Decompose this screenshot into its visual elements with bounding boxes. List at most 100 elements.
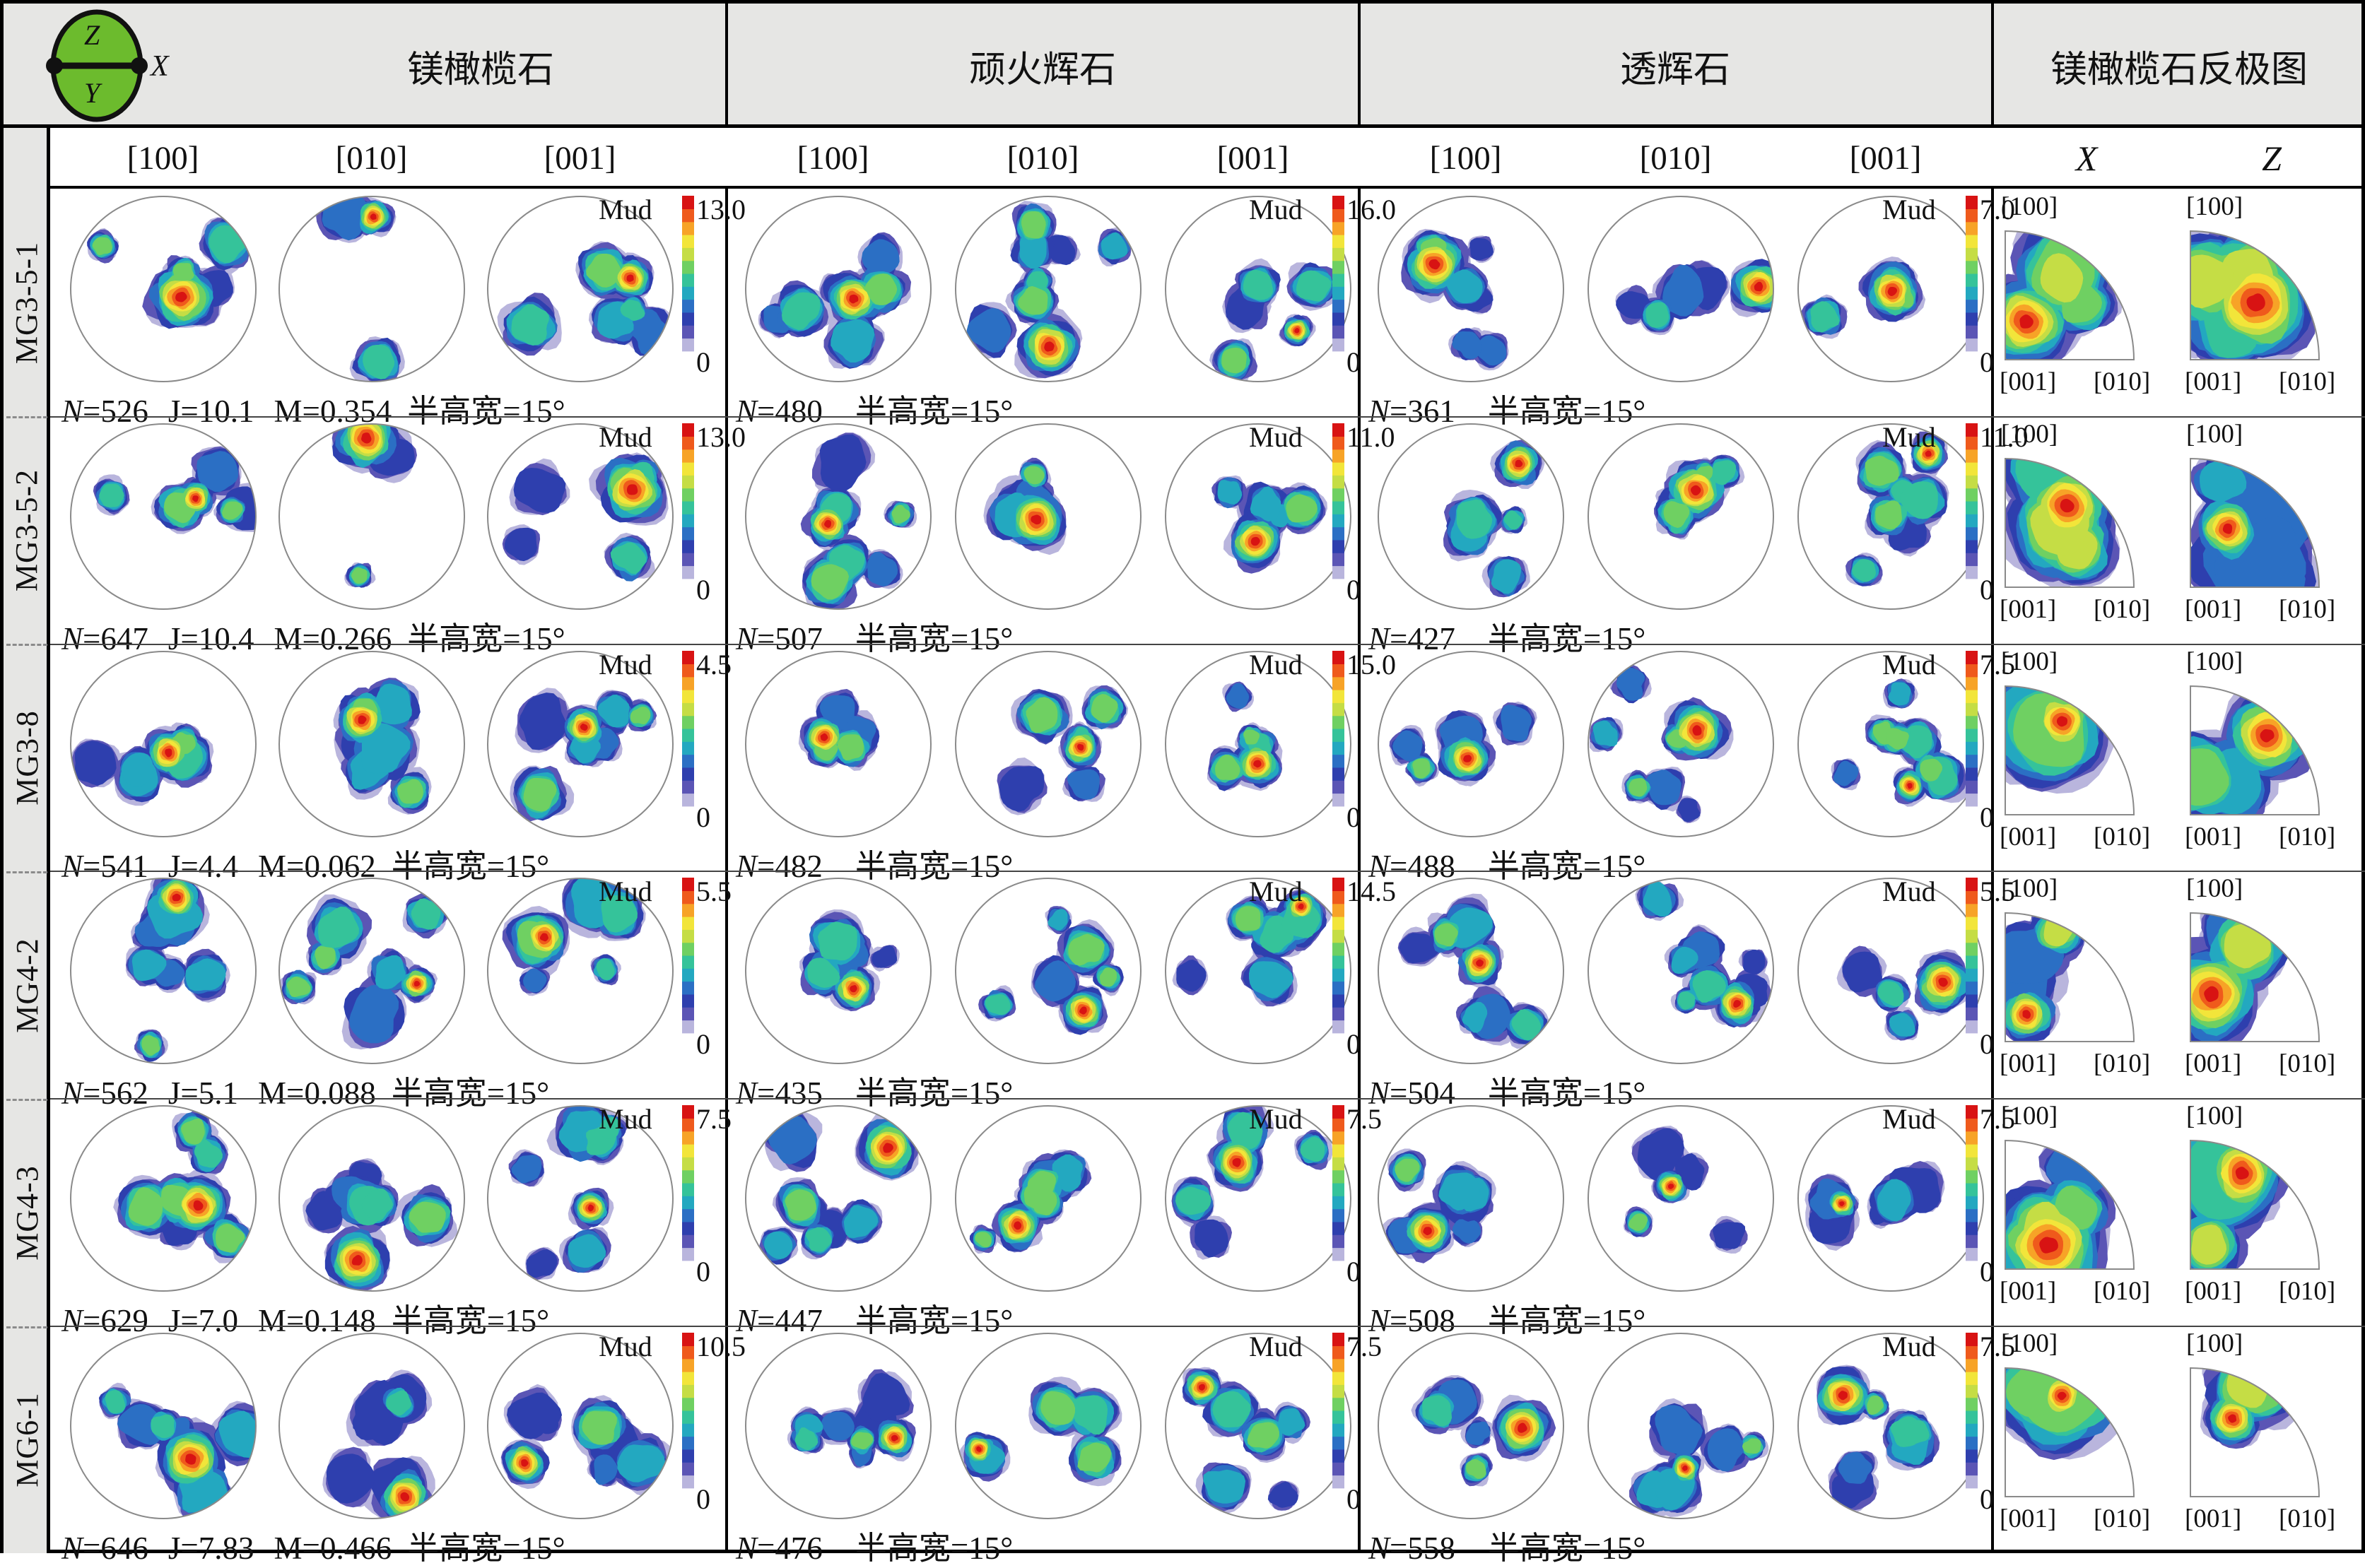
pole-figure-diopside-001-mg3-5-1 (1796, 194, 1985, 384)
colorbar-min-enstatite-mg6-1: 0 (1346, 1483, 1361, 1515)
pole-figure-enstatite-001-mg3-8 (1163, 649, 1353, 839)
col-header-enstatite-010: [010] (1007, 140, 1079, 177)
colorbar-forsterite-mg3-5-1 (682, 196, 694, 367)
pole-figure-forsterite-100-mg4-2 (69, 876, 258, 1066)
col-header-diopside-100: [100] (1429, 140, 1502, 177)
ipf-label-bottom-right-x-mg3-5-2: [010] (2094, 594, 2151, 624)
pole-figure-forsterite-001-mg6-1 (486, 1331, 675, 1521)
ipf-label-top-x-mg3-5-2: [100] (2001, 419, 2058, 449)
stat-m: M=0.466 (274, 1531, 392, 1566)
colorbar-max-forsterite-mg4-2: 5.5 (696, 876, 732, 908)
mud-label-forsterite-mg3-8: Mud (599, 648, 652, 680)
stat-n-value: =508 (1390, 1303, 1455, 1339)
mud-label-diopside-mg3-8: Mud (1882, 648, 1936, 680)
stat-j: J=5.1 (168, 1075, 239, 1112)
stats-forsterite-mg3-5-1: N=526 J=10.1 M=0.354 半高宽=15° (61, 385, 565, 431)
ipf-label-bottom-left-z-mg6-1: [001] (2185, 1504, 2242, 1533)
rail-divider-5 (6, 1326, 47, 1328)
col-header-enstatite-100: [100] (797, 140, 869, 177)
sample-label-rail: MG3-5-1 MG3-5-2 MG3-8 MG4-2 MG4-3 MG6-1 (4, 189, 50, 1553)
ipf-label-bottom-right-z-mg4-2: [010] (2279, 1049, 2336, 1079)
pole-figure-forsterite-100-mg3-8 (69, 649, 258, 839)
pole-figure-enstatite-100-mg3-8 (744, 649, 933, 839)
sample-geometry-icon: Z Y X (19, 8, 231, 124)
pole-figure-diopside-010-mg6-1 (1586, 1331, 1776, 1521)
stat-m: M=0.062 (258, 848, 376, 884)
sample-label-text: MG6-1 (9, 1392, 45, 1487)
colorbar-forsterite-mg6-1 (682, 1333, 694, 1504)
stat-fwhm: 半高宽=15° (1487, 848, 1646, 884)
colorbar-enstatite-mg3-8 (1332, 650, 1344, 823)
header-separator-3 (1991, 4, 1994, 128)
stat-n: N (1368, 620, 1390, 656)
stat-n-value: =447 (757, 1303, 823, 1339)
colorbar-max-enstatite-mg3-5-2: 11.0 (1346, 420, 1395, 453)
colorbar-enstatite-mg4-3 (1332, 1105, 1344, 1277)
stat-fwhm: 半高宽=15° (855, 1075, 1014, 1112)
stat-fwhm: 半高宽=15° (1487, 394, 1646, 429)
ipf-label-top-z-mg3-5-2: [100] (2186, 419, 2243, 449)
sample-label-text: MG3-5-1 (9, 241, 45, 364)
rail-divider-2 (6, 644, 47, 646)
stats-forsterite-mg3-8: N=541 J=4.4 M=0.062 半高宽=15° (61, 840, 549, 886)
pole-figure-enstatite-001-mg6-1 (1163, 1331, 1353, 1521)
sample-label-text: MG4-2 (9, 937, 45, 1033)
mud-label-diopside-mg3-5-1: Mud (1882, 194, 1936, 225)
sample-label-mg3-8: MG3-8 (4, 644, 50, 871)
pole-figure-diopside-001-mg3-5-2 (1796, 422, 1985, 611)
figure-header: Z Y X 镁橄榄石 顽火辉石 透辉石 镁橄榄石反极图 (4, 4, 2361, 128)
ipf-label-top-x-mg6-1: [100] (2001, 1329, 2058, 1358)
pole-figure-enstatite-001-mg4-2 (1163, 876, 1353, 1066)
ipf-label-top-z-mg3-8: [100] (2186, 647, 2243, 676)
stats-diopside-mg3-5-2: N=427 半高宽=15° (1368, 613, 1645, 659)
stat-j: J=4.4 (168, 848, 239, 884)
stats-forsterite-mg6-1: N=646 J=7.83 M=0.466 半高宽=15° (61, 1522, 565, 1568)
colorbar-min-enstatite-mg3-5-2: 0 (1346, 573, 1361, 606)
col-header-ipf-z: Z (2262, 138, 2282, 178)
ipf-label-bottom-left-z-mg3-5-2: [001] (2185, 594, 2242, 624)
pole-figure-enstatite-001-mg4-3 (1163, 1104, 1353, 1293)
stat-m: M=0.266 (274, 620, 392, 656)
pole-figure-forsterite-010-mg4-2 (277, 876, 466, 1066)
group-title-forsterite-ipf: 镁橄榄石反极图 (2050, 49, 2308, 90)
ipf-label-bottom-right-x-mg3-8: [010] (2094, 822, 2151, 851)
stats-enstatite-mg3-8: N=482 半高宽=15° (736, 840, 1013, 886)
sample-label-mg6-1: MG6-1 (4, 1326, 50, 1553)
colorbar-min-diopside-mg3-8: 0 (1980, 801, 1994, 833)
mud-label-enstatite-mg3-8: Mud (1249, 648, 1303, 680)
stat-n-value: =480 (757, 394, 823, 429)
ipf-label-top-z-mg3-5-1: [100] (2186, 192, 2243, 221)
mud-label-enstatite-mg3-5-2: Mud (1249, 420, 1303, 453)
pole-figure-enstatite-010-mg3-8 (953, 649, 1143, 839)
ipf-label-top-x-mg3-8: [100] (2001, 647, 2058, 676)
colorbar-max-enstatite-mg3-8: 15.0 (1346, 648, 1396, 680)
stat-n-value: =476 (757, 1531, 823, 1566)
stat-n: N (61, 394, 83, 429)
ipf-label-bottom-right-z-mg4-3: [010] (2279, 1277, 2336, 1307)
colorbar-enstatite-mg4-2 (1332, 878, 1344, 1049)
stat-fwhm: 半高宽=15° (391, 1303, 550, 1339)
colorbar-min-diopside-mg3-5-2: 0 (1980, 573, 1994, 606)
stat-n: N (61, 1531, 83, 1566)
mud-label-diopside-mg4-2: Mud (1882, 876, 1936, 908)
stat-fwhm: 半高宽=15° (407, 394, 565, 429)
pole-figure-diopside-100-mg6-1 (1376, 1331, 1566, 1521)
stat-n: N (736, 1531, 758, 1566)
sample-label-mg3-5-1: MG3-5-1 (4, 189, 50, 416)
ipf-label-bottom-right-x-mg4-2: [010] (2094, 1049, 2151, 1079)
inverse-pole-figure-x-mg6-1 (2000, 1362, 2173, 1504)
colorbar-enstatite-mg3-5-2 (1332, 423, 1344, 595)
stat-n-value: =629 (83, 1303, 148, 1339)
pole-figure-enstatite-100-mg4-3 (744, 1104, 933, 1293)
inverse-pole-figure-z-mg3-5-2 (2185, 453, 2359, 594)
pole-figure-enstatite-010-mg3-5-2 (953, 422, 1143, 611)
colorbar-max-forsterite-mg3-5-2: 13.0 (696, 420, 746, 453)
stat-n-value: =541 (83, 848, 148, 884)
stat-n: N (1368, 1531, 1390, 1566)
ipf-label-top-x-mg3-5-1: [100] (2001, 192, 2058, 221)
ipf-label-bottom-left-x-mg4-3: [001] (2000, 1277, 2057, 1307)
stat-j: J=10.4 (168, 620, 254, 656)
stats-enstatite-mg6-1: N=476 半高宽=15° (736, 1522, 1013, 1568)
pole-figure-forsterite-100-mg3-5-2 (69, 422, 258, 611)
group-title-diopside: 透辉石 (1619, 49, 1730, 90)
